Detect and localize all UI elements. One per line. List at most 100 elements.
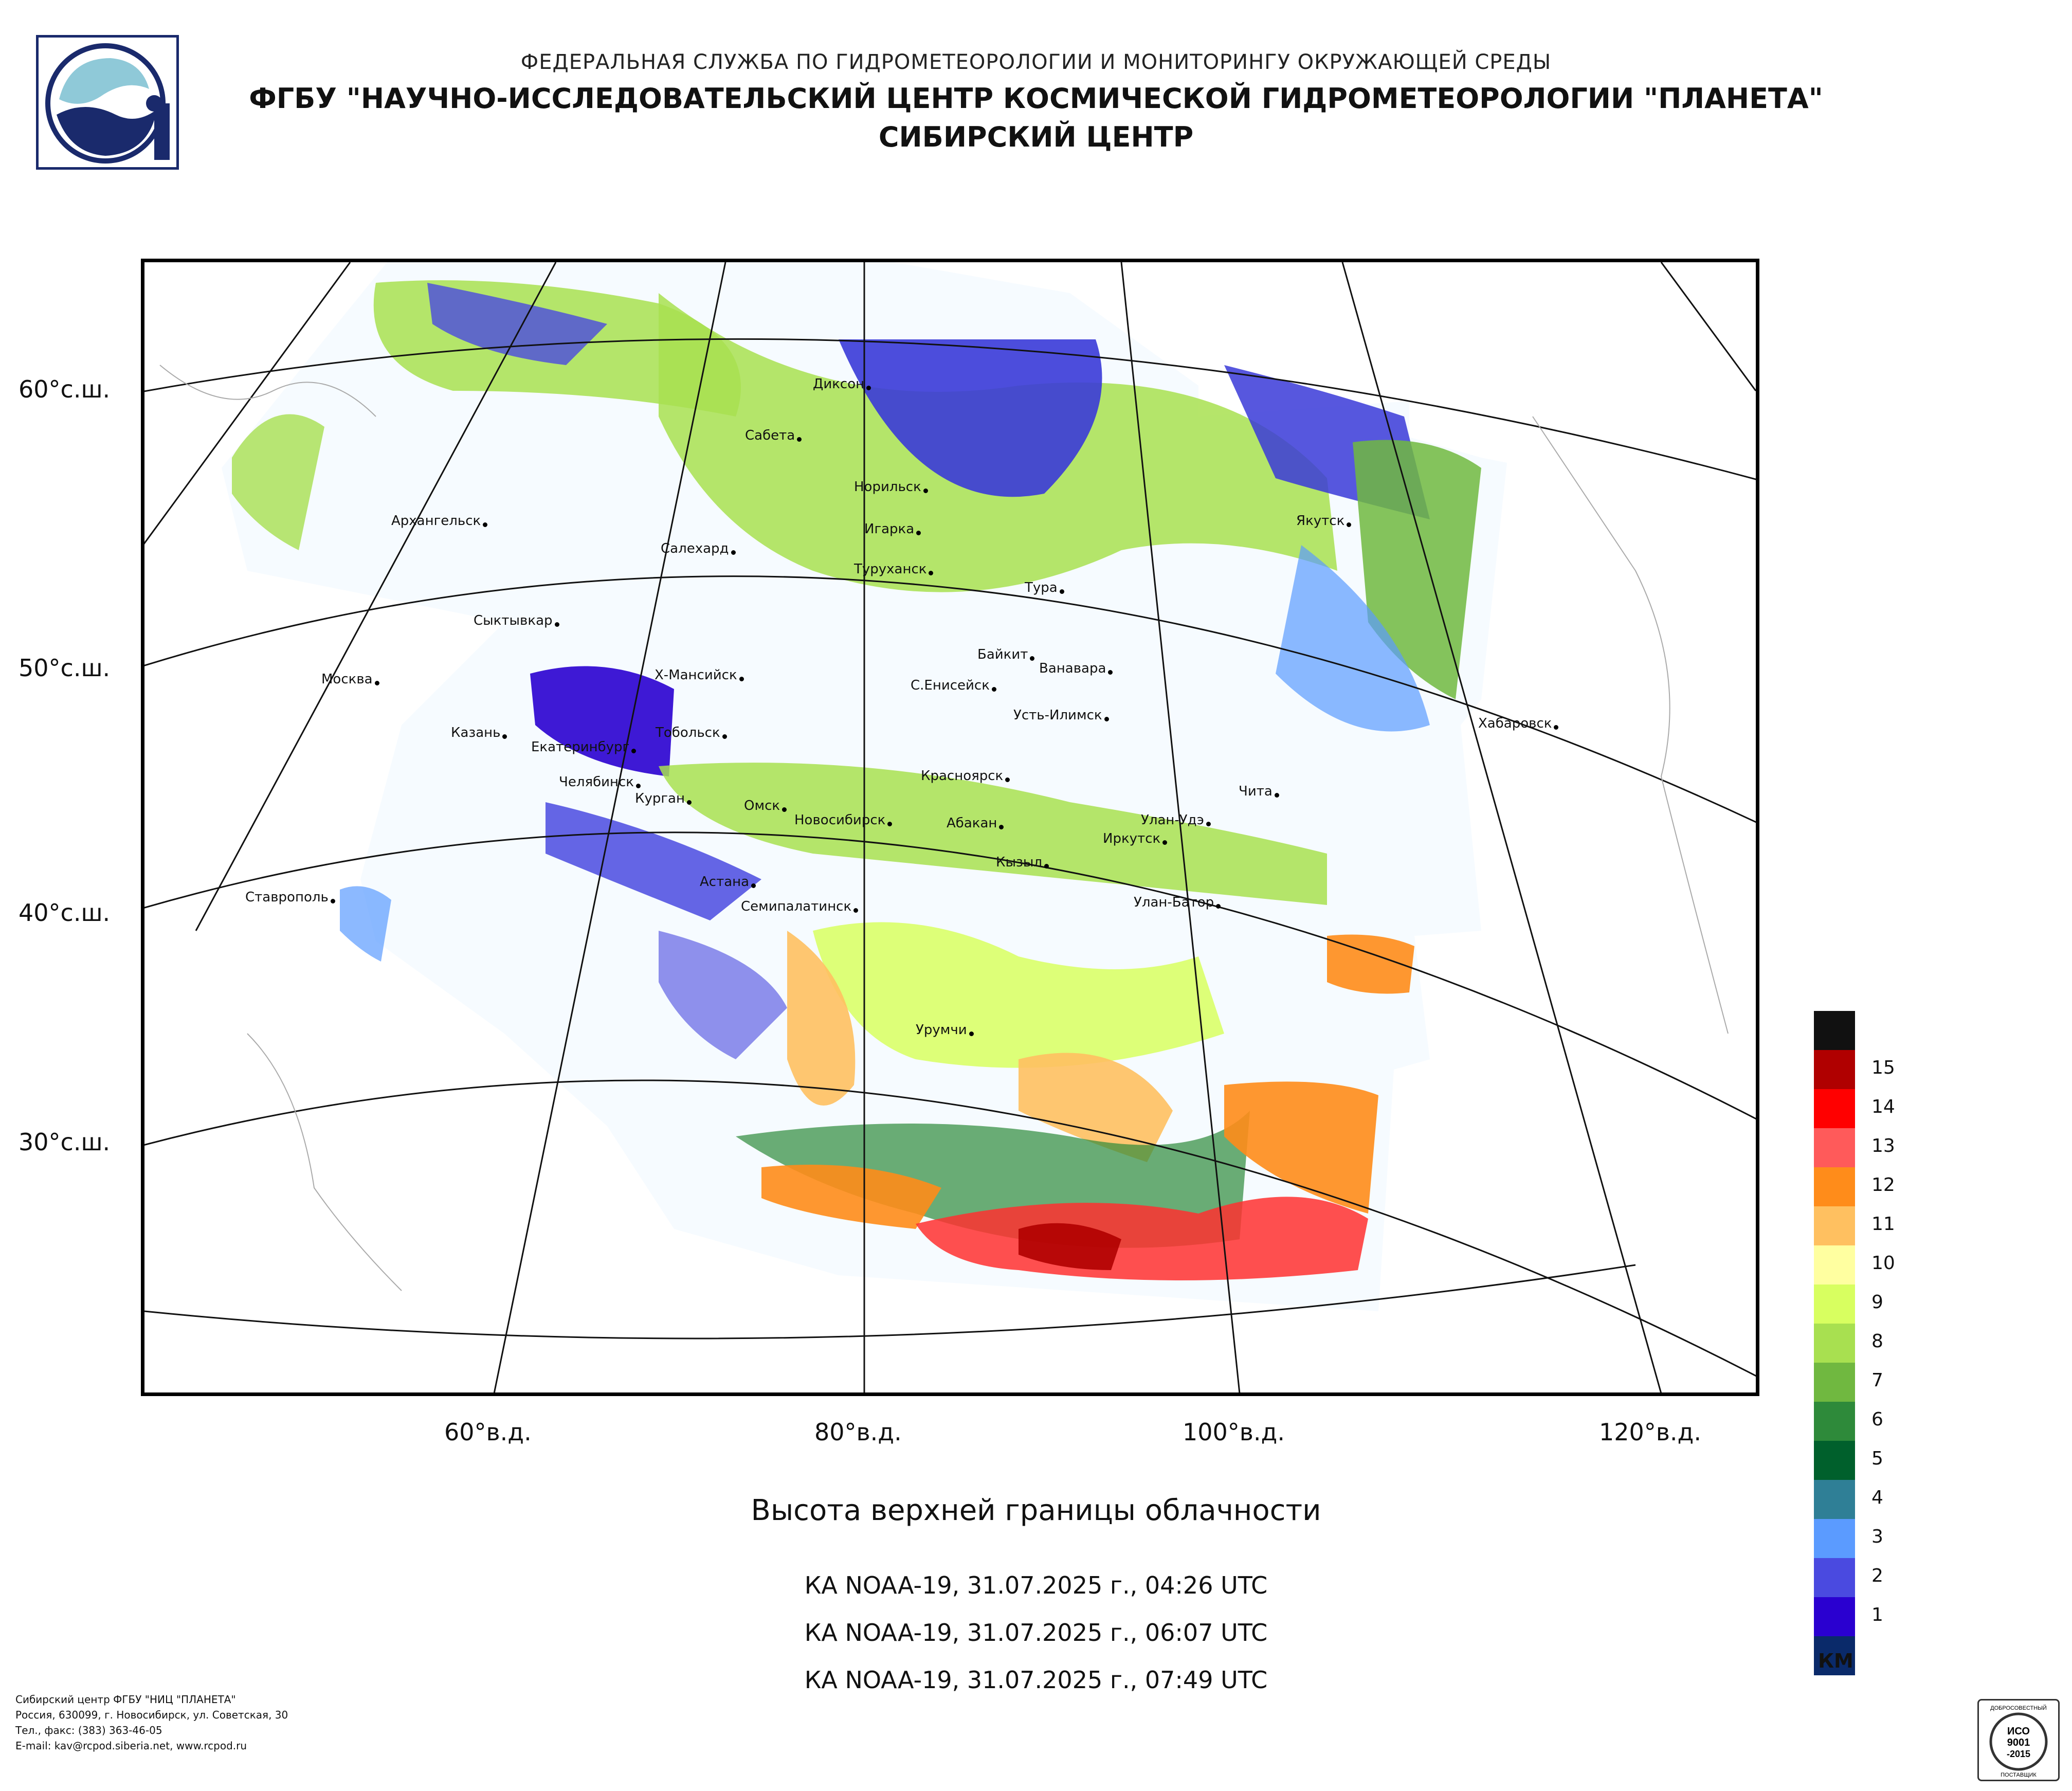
city-label: Архангельск <box>391 513 481 529</box>
legend-label: 5 <box>1871 1448 1883 1469</box>
city-dot <box>1044 864 1049 869</box>
city-dot <box>636 784 641 788</box>
footer-phone: Тел., факс: (383) 363-46-05 <box>15 1724 162 1736</box>
iso-text-2: 9001 <box>2007 1737 2030 1748</box>
legend-label: 9 <box>1871 1292 1883 1313</box>
city-label: Х-Мансийск <box>655 667 737 683</box>
legend-swatch <box>1814 1167 1855 1206</box>
legend-swatch <box>1814 1245 1855 1285</box>
city-dot <box>1108 670 1113 675</box>
city-label: Омск <box>744 798 780 813</box>
legend-swatch <box>1814 1441 1855 1480</box>
iso-certification-badge: ДОБРОСОВЕСТНЫЙ ИСО 9001 -2015 ПОСТАВЩИК <box>1977 1699 2060 1781</box>
legend-label: 1 <box>1871 1604 1883 1625</box>
city-dot <box>751 883 756 888</box>
city-dot <box>555 622 559 627</box>
legend-label: 10 <box>1871 1253 1895 1274</box>
legend-swatch <box>1814 1324 1855 1363</box>
legend-label: 4 <box>1871 1487 1883 1508</box>
lat-label: 50°с.ш. <box>19 654 111 682</box>
city-label: Кызыл <box>996 855 1042 870</box>
coastlines <box>159 365 1729 1291</box>
legend-swatch <box>1814 1363 1855 1402</box>
city-dot <box>929 571 933 575</box>
iso-text-1: ИСО <box>2007 1726 2030 1737</box>
legend-label: 11 <box>1871 1214 1895 1235</box>
map-title: Высота верхней границы облачности <box>751 1494 1321 1527</box>
graticule <box>144 262 1756 1392</box>
city-label: Якутск <box>1296 513 1345 529</box>
city-label: Новосибирск <box>794 812 886 828</box>
city-label: Москва <box>321 672 373 687</box>
header-agency: ФЕДЕРАЛЬНАЯ СЛУЖБА ПО ГИДРОМЕТЕОРОЛОГИИ … <box>520 50 1552 74</box>
legend-swatch <box>1814 1636 1855 1675</box>
city-dot <box>1005 777 1010 782</box>
footer-contacts: Сибирский центр ФГБУ "НИЦ "ПЛАНЕТА" Росс… <box>15 1692 288 1753</box>
city-dot <box>631 749 636 753</box>
legend-swatch <box>1814 1558 1855 1597</box>
city-dot <box>687 800 692 805</box>
city-dot <box>969 1032 974 1036</box>
lon-label: 80°в.д. <box>814 1418 902 1446</box>
city-label: Тобольск <box>656 725 720 740</box>
header-center: СИБИРСКИЙ ЦЕНТР <box>878 121 1194 153</box>
lon-label: 120°в.д. <box>1599 1418 1701 1446</box>
city-label: С.Енисейск <box>911 678 990 693</box>
city-dot <box>1060 589 1064 594</box>
city-dot <box>916 531 921 535</box>
city-label: Иркутск <box>1103 831 1161 846</box>
legend-swatch <box>1814 1206 1855 1245</box>
organization-logo <box>36 35 179 170</box>
height-legend <box>1814 1011 1855 1675</box>
footer-address: Россия, 630099, г. Новосибирск, ул. Сове… <box>15 1709 288 1721</box>
city-dot <box>502 734 507 739</box>
legend-unit: КМ <box>1818 1650 1853 1672</box>
footer-email: E-mail: kav@rcpod.siberia.net, www.rcpod… <box>15 1740 247 1752</box>
satellite-pass: КА NOAA-19, 31.07.2025 г., 07:49 UTC <box>804 1666 1268 1694</box>
lon-label: 100°в.д. <box>1183 1418 1285 1446</box>
city-label: Ставрополь <box>245 890 329 905</box>
lat-label: 30°с.ш. <box>19 1128 111 1156</box>
legend-swatch <box>1814 1597 1855 1636</box>
city-dot <box>1216 904 1221 909</box>
city-dot <box>1030 656 1034 661</box>
legend-swatch <box>1814 1128 1855 1167</box>
legend-swatch <box>1814 1089 1855 1128</box>
legend-swatch <box>1814 1480 1855 1519</box>
iso-top-text: ДОБРОСОВЕСТНЫЙ <box>1990 1705 2047 1711</box>
city-dot <box>887 822 892 826</box>
city-dot <box>731 550 736 555</box>
city-label: Улан-Удэ <box>1141 812 1204 828</box>
legend-label: 7 <box>1871 1370 1883 1391</box>
city-label: Игарка <box>864 521 915 537</box>
city-dot <box>1162 840 1167 845</box>
legend-label: 12 <box>1871 1174 1895 1196</box>
city-dot <box>853 908 858 913</box>
city-label: Сабета <box>745 428 795 443</box>
city-dot <box>1275 793 1279 798</box>
legend-swatch <box>1814 1050 1855 1089</box>
city-label: Челябинск <box>559 774 634 790</box>
city-label: Улан-Батор <box>1134 895 1214 910</box>
city-label: Урумчи <box>916 1022 967 1038</box>
city-label: Екатеринбург <box>531 739 630 755</box>
footer-org: Сибирский центр ФГБУ "НИЦ "ПЛАНЕТА" <box>15 1693 236 1706</box>
city-label: Ванавара <box>1039 661 1106 676</box>
city-dot <box>866 386 871 390</box>
map-canvas <box>144 262 1756 1392</box>
iso-text-3: -2015 <box>2007 1749 2030 1759</box>
legend-label: 2 <box>1871 1565 1883 1586</box>
city-dot <box>1104 717 1109 721</box>
city-label: Салехард <box>661 541 729 556</box>
satellite-pass: КА NOAA-19, 31.07.2025 г., 06:07 UTC <box>804 1619 1268 1647</box>
city-dot <box>782 807 787 812</box>
city-label: Астана <box>700 874 750 890</box>
legend-label: 13 <box>1871 1135 1895 1156</box>
city-label: Абакан <box>947 816 997 831</box>
city-label: Байкит <box>977 647 1028 662</box>
city-label: Диксон <box>813 376 865 392</box>
legend-label: 3 <box>1871 1526 1883 1547</box>
city-label: Туруханск <box>854 562 927 577</box>
city-dot <box>1206 822 1211 826</box>
city-dot <box>797 437 802 442</box>
